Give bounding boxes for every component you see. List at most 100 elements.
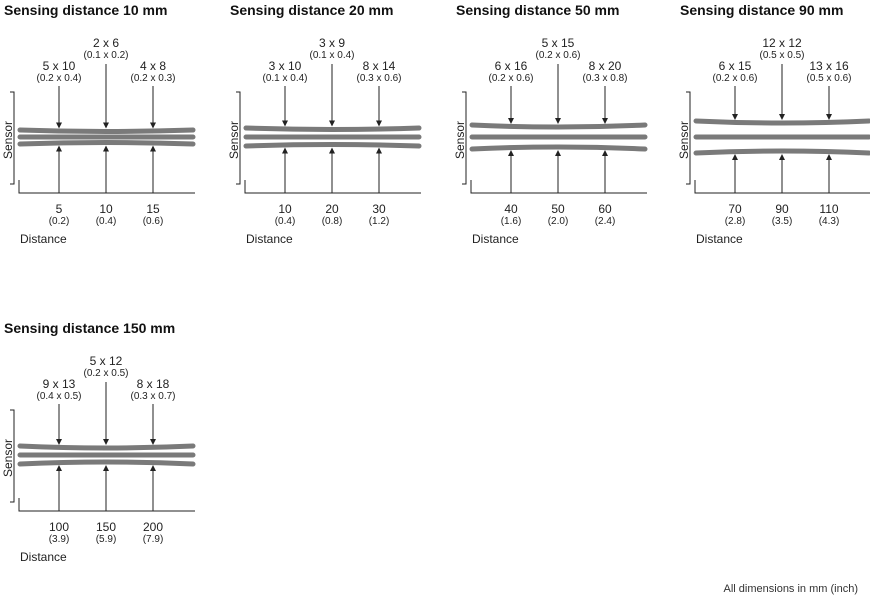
distance-inch: (3.9)	[49, 534, 70, 545]
spot-size-mm: 8 x 20	[589, 59, 622, 73]
distance-inch: (1.6)	[501, 216, 522, 227]
arrowhead-icon	[150, 122, 156, 129]
arrowhead-icon	[826, 114, 832, 120]
sensing-panel: Sensing distance 20 mm Sensor 3 x 10 (0.1 x…	[226, 0, 446, 250]
sensing-panel: Sensing distance 150 mm Sensor 9 x 13 (0.4 …	[0, 318, 220, 568]
panel-title: Sensing distance 50 mm	[456, 2, 620, 18]
arrowhead-icon	[779, 114, 785, 120]
arrowhead-icon	[376, 147, 382, 154]
distance-mm: 10	[99, 202, 113, 216]
distance-inch: (0.8)	[322, 216, 343, 227]
distance-mm: 30	[372, 202, 386, 216]
spot-size-mm: 5 x 12	[90, 354, 123, 368]
sensor-bracket	[10, 91, 15, 185]
spot-size-mm: 2 x 6	[93, 36, 119, 50]
spot-size-mm: 9 x 13	[43, 377, 76, 391]
spot-size-mm: 3 x 10	[269, 59, 302, 73]
light-beam	[693, 148, 870, 156]
light-beam	[17, 443, 196, 451]
spot-size-inch: (0.5 x 0.5)	[759, 50, 804, 61]
distance-inch: (0.2)	[49, 216, 70, 227]
arrowhead-icon	[732, 154, 738, 160]
arrowhead-icon	[602, 118, 608, 124]
sensor-label: Sensor	[1, 439, 15, 477]
arrowhead-icon	[150, 439, 156, 445]
distance-mm: 15	[146, 202, 160, 216]
distance-mm: 70	[728, 202, 742, 216]
light-beam	[243, 125, 422, 132]
distance-label: Distance	[472, 232, 519, 246]
spot-size-mm: 6 x 15	[719, 59, 752, 73]
units-note: All dimensions in mm (inch)	[723, 583, 858, 595]
arrowhead-icon	[732, 114, 738, 120]
distance-label: Distance	[696, 232, 743, 246]
panel-title: Sensing distance 10 mm	[4, 2, 168, 18]
light-beam	[17, 459, 196, 467]
distance-inch: (4.3)	[819, 216, 840, 227]
distance-inch: (2.8)	[725, 216, 746, 227]
sensing-panel: Sensing distance 10 mm Sensor 5 x 10 (0.2 x…	[0, 0, 220, 250]
sensor-bracket	[236, 91, 241, 185]
arrowhead-icon	[56, 465, 62, 471]
spot-size-inch: (0.1 x 0.4)	[309, 50, 354, 61]
distance-inch: (0.4)	[275, 216, 296, 227]
distance-mm: 150	[96, 520, 116, 534]
arrowhead-icon	[56, 439, 62, 445]
spot-size-mm: 8 x 18	[137, 377, 170, 391]
light-beam	[469, 144, 648, 152]
distance-inch: (2.4)	[595, 216, 616, 227]
panel-title: Sensing distance 20 mm	[230, 2, 394, 18]
distance-inch: (0.6)	[143, 216, 164, 227]
spot-size-inch: (0.2 x 0.4)	[36, 73, 81, 84]
arrowhead-icon	[779, 154, 785, 160]
spot-size-inch: (0.3 x 0.7)	[130, 391, 175, 402]
sensing-panel: Sensing distance 90 mm Sensor 6 x 15 (0.2 x…	[676, 0, 870, 250]
arrowhead-icon	[56, 145, 62, 152]
panel-title: Sensing distance 150 mm	[4, 320, 176, 336]
distance-label: Distance	[246, 232, 293, 246]
arrowhead-icon	[282, 147, 288, 154]
distance-axis	[694, 180, 870, 194]
sensor-bracket	[10, 409, 15, 503]
arrowhead-icon	[56, 122, 62, 129]
spot-size-mm: 6 x 16	[495, 59, 528, 73]
spot-size-mm: 5 x 15	[542, 36, 575, 50]
distance-mm: 40	[504, 202, 518, 216]
distance-inch: (2.0)	[548, 216, 569, 227]
arrowhead-icon	[329, 147, 335, 154]
distance-mm: 110	[819, 202, 838, 216]
distance-mm: 100	[49, 520, 69, 534]
light-beam	[17, 127, 196, 134]
distance-mm: 90	[775, 202, 789, 216]
arrowhead-icon	[826, 154, 832, 160]
spot-size-mm: 3 x 9	[319, 36, 345, 50]
light-beam	[469, 122, 648, 130]
spot-size-inch: (0.4 x 0.5)	[36, 391, 81, 402]
arrowhead-icon	[508, 150, 514, 156]
sensor-label: Sensor	[1, 121, 15, 159]
light-beam	[243, 142, 422, 149]
spot-size-inch: (0.2 x 0.3)	[130, 73, 175, 84]
spot-size-inch: (0.2 x 0.5)	[83, 368, 128, 379]
distance-inch: (5.9)	[96, 534, 117, 545]
distance-inch: (1.2)	[369, 216, 390, 227]
spot-size-inch: (0.2 x 0.6)	[488, 73, 533, 84]
spot-size-inch: (0.5 x 0.6)	[806, 73, 851, 84]
spot-size-inch: (0.1 x 0.4)	[262, 73, 307, 84]
spot-size-mm: 4 x 8	[140, 59, 166, 73]
sensor-label: Sensor	[227, 121, 241, 159]
distance-mm: 20	[325, 202, 339, 216]
arrowhead-icon	[508, 118, 514, 124]
arrowhead-icon	[329, 120, 335, 127]
light-beam	[693, 118, 870, 126]
distance-axis	[470, 180, 647, 194]
spot-size-mm: 5 x 10	[43, 59, 76, 73]
arrowhead-icon	[103, 465, 109, 471]
spot-size-inch: (0.3 x 0.8)	[582, 73, 627, 84]
distance-mm: 200	[143, 520, 163, 534]
light-beam	[17, 140, 196, 147]
distance-axis	[18, 180, 195, 194]
arrowhead-icon	[103, 122, 109, 129]
panel-title: Sensing distance 90 mm	[680, 2, 844, 18]
arrowhead-icon	[602, 150, 608, 156]
